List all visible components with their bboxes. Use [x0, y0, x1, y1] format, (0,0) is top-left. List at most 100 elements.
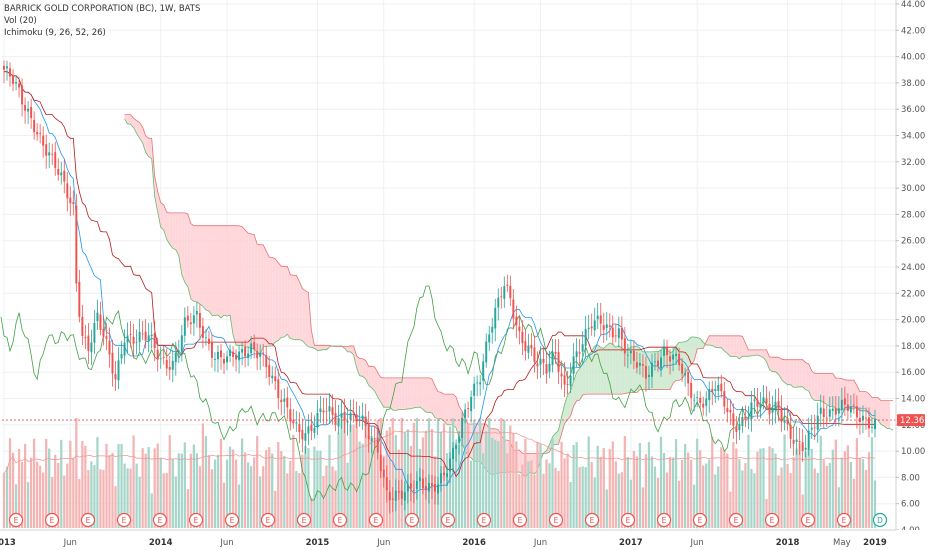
earnings-marker[interactable]: E: [44, 512, 60, 528]
volume-bar: [5, 466, 9, 528]
earnings-marker[interactable]: E: [836, 512, 852, 528]
candle-body: [861, 415, 864, 421]
earnings-marker[interactable]: E: [224, 512, 240, 528]
cloud-segment: [781, 359, 785, 383]
cloud-segment: [444, 394, 448, 425]
volume-bar: [638, 443, 642, 528]
cloud-segment: [413, 377, 417, 408]
candle-body: [195, 311, 198, 315]
volume-bar: [548, 463, 551, 528]
candle-body: [554, 352, 557, 354]
candle-body: [768, 403, 771, 415]
candle-body: [90, 342, 93, 353]
candle-body: [358, 418, 361, 420]
earnings-marker[interactable]: E: [512, 512, 528, 528]
earnings-marker[interactable]: E: [332, 512, 348, 528]
earnings-marker[interactable]: E: [296, 512, 312, 528]
volume-bar: [370, 436, 373, 528]
cloud-segment: [636, 345, 640, 393]
y-tick-label: 44.00: [901, 0, 925, 10]
volume-bar: [26, 482, 30, 528]
earnings-marker[interactable]: E: [404, 512, 420, 528]
volume-bar: [246, 462, 250, 528]
earnings-circle: [152, 512, 168, 528]
volume-bar: [72, 457, 75, 528]
volume-bar: [867, 452, 871, 528]
cloud-segment: [196, 225, 200, 305]
volume-bar: [403, 432, 406, 528]
candle-body: [644, 366, 647, 379]
cloud-segment: [850, 380, 854, 409]
volume-bar: [849, 461, 853, 528]
cloud-segment: [570, 381, 574, 416]
candle-body: [455, 445, 458, 449]
dividend-marker[interactable]: D: [872, 512, 888, 528]
earnings-marker[interactable]: E: [368, 512, 384, 528]
volume-bar: [602, 448, 605, 528]
earnings-marker[interactable]: E: [8, 512, 24, 528]
volume-bar: [864, 469, 868, 528]
volume-bar: [687, 452, 690, 528]
candle-body: [738, 424, 741, 431]
earnings-marker[interactable]: E: [800, 512, 816, 528]
volume-bar: [280, 450, 283, 528]
volume-bar: [147, 447, 150, 528]
cloud-segment: [272, 257, 276, 346]
candle-body: [485, 341, 488, 363]
earnings-marker[interactable]: E: [152, 512, 168, 528]
x-axis[interactable]: 2013 Jun 2014 Jun 2015 Jun 2016 Jun 2017 Jun 2018 M…: [0, 529, 932, 550]
volume-bar: [355, 418, 358, 528]
cloud-segment: [654, 351, 659, 390]
cloud-segment: [712, 335, 716, 348]
earnings-marker[interactable]: E: [656, 512, 672, 528]
candle-body: [855, 406, 858, 418]
earnings-marker[interactable]: E: [692, 512, 708, 528]
earnings-marker[interactable]: E: [188, 512, 204, 528]
volume-bar: [599, 456, 602, 528]
cloud-segment: [145, 135, 149, 157]
volume-bar: [536, 442, 539, 528]
volume-bar: [75, 418, 78, 528]
cloud-segment: [181, 212, 185, 283]
volume-bar: [846, 445, 850, 528]
earnings-circle: [656, 512, 672, 528]
candle-body: [424, 486, 427, 491]
earnings-marker[interactable]: E: [80, 512, 96, 528]
marker-label: E: [734, 516, 739, 525]
earnings-marker[interactable]: E: [620, 512, 636, 528]
cloud-segment: [242, 226, 246, 347]
volume-bar: [301, 454, 304, 528]
candle-body: [259, 352, 262, 357]
candle-body: [735, 426, 738, 432]
volume-bar: [457, 444, 461, 528]
volume-bar: [518, 474, 521, 528]
ichimoku-indicator-label[interactable]: Ichimoku (9, 26, 52, 26): [4, 28, 106, 38]
cloud-segment: [365, 360, 369, 386]
earnings-marker[interactable]: E: [116, 512, 132, 528]
earnings-marker[interactable]: E: [440, 512, 456, 528]
volume-bar: [500, 418, 503, 528]
earnings-marker[interactable]: E: [476, 512, 492, 528]
marker-label: E: [194, 516, 199, 525]
earnings-marker[interactable]: E: [260, 512, 276, 528]
x-tick-year: 2017: [619, 538, 643, 548]
earnings-marker[interactable]: E: [764, 512, 780, 528]
earnings-marker[interactable]: E: [584, 512, 600, 528]
candle-body: [397, 491, 400, 493]
cloud-segment: [769, 356, 773, 372]
earnings-circle: [512, 512, 528, 528]
candle-body: [325, 410, 328, 412]
y-axis[interactable]: 44.00 42.00 40.00 38.00 36.00 34.00 32.00 30.00…: [895, 0, 932, 550]
y-tick-label: 10.00: [901, 447, 925, 457]
symbol-title[interactable]: BARRICK GOLD CORPORATION (BC), 1W, BATS: [4, 4, 201, 14]
earnings-circle: [224, 512, 240, 528]
cloud-segment: [139, 122, 143, 143]
candle-body: [774, 401, 777, 411]
cloud-segment: [642, 351, 646, 390]
earnings-marker[interactable]: E: [728, 512, 744, 528]
candle-body: [12, 75, 15, 84]
earnings-marker[interactable]: E: [548, 512, 564, 528]
volume-indicator-label[interactable]: Vol (20): [4, 16, 37, 26]
